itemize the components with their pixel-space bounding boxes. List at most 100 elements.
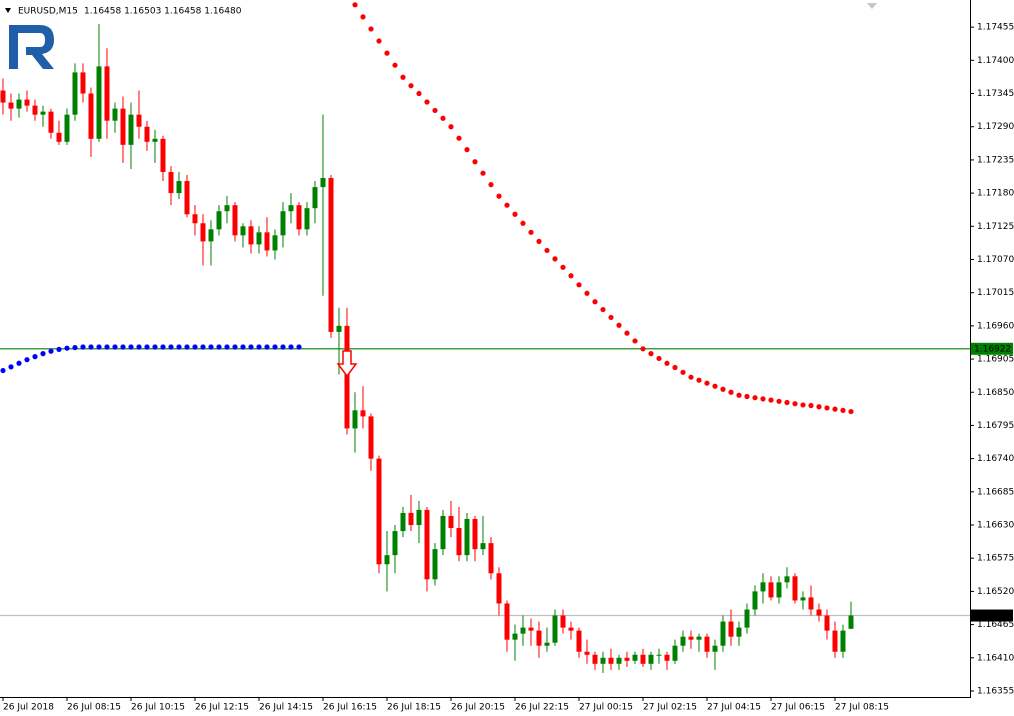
indicator-dot: [408, 83, 414, 89]
x-tick-label: 26 Jul 08:15: [67, 703, 121, 713]
indicator-dot: [248, 344, 254, 350]
indicator-dot: [56, 346, 62, 353]
indicator-dot: [848, 408, 854, 415]
candle-body: [448, 515, 454, 529]
logo: [9, 25, 54, 69]
indicator-dot: [584, 290, 590, 296]
indicator-dot: [80, 344, 86, 350]
indicator-dot: [824, 405, 830, 411]
x-tick-label: 26 Jul 14:15: [259, 703, 313, 713]
candle-body: [704, 636, 710, 652]
indicator-dot: [632, 338, 638, 344]
indicator-dot: [224, 344, 230, 350]
candle-body: [840, 630, 846, 652]
candle-body: [184, 181, 190, 215]
candle-body: [64, 114, 70, 142]
candle-body: [472, 518, 478, 550]
indicator-dot: [432, 107, 438, 114]
indicator-dot: [664, 360, 670, 366]
candle-body: [304, 208, 310, 230]
indicator-dot: [720, 386, 726, 392]
candle-body: [56, 132, 62, 142]
price-level-label: 1.16922: [974, 344, 1011, 354]
menu-triangle[interactable]: [5, 8, 11, 13]
candle-body: [112, 108, 118, 121]
indicator-dot: [128, 344, 134, 350]
logo-bowl: [18, 25, 54, 69]
indicator-dot: [232, 344, 238, 350]
candle-body: [440, 515, 446, 550]
indicator-dot: [536, 238, 542, 244]
indicator-dot: [144, 344, 150, 350]
candle-body: [152, 138, 158, 142]
shift-marker: [867, 3, 877, 9]
candle-body: [656, 654, 662, 656]
candle-body: [368, 416, 374, 459]
candle-body: [48, 111, 54, 133]
candle-body: [584, 651, 590, 655]
candle-body: [16, 99, 22, 109]
y-tick-label: 1.16960: [977, 321, 1014, 331]
candle-body: [88, 93, 94, 139]
candle-body: [0, 90, 6, 103]
indicator-dot: [760, 396, 766, 402]
indicator-dot: [416, 90, 422, 97]
indicator-dot: [72, 344, 78, 351]
indicator-dot: [592, 299, 598, 305]
candle-body: [136, 114, 142, 127]
indicator-dot: [520, 220, 526, 226]
price-level-label: 1.16480: [974, 611, 1011, 621]
candle-body: [480, 543, 486, 550]
y-tick-label: 1.17345: [977, 89, 1014, 99]
indicator-dot: [88, 344, 94, 350]
candle-body: [592, 654, 598, 664]
indicator-dot: [192, 344, 198, 350]
candle-body: [456, 528, 462, 556]
indicator-dot: [736, 392, 742, 398]
indicator-dot: [64, 345, 70, 351]
logo-stem: [9, 25, 18, 69]
candle-body: [544, 642, 550, 646]
indicator-dot: [624, 330, 630, 336]
candle-body: [400, 512, 406, 532]
indicator-dot: [528, 229, 534, 235]
indicator-dot: [0, 367, 6, 374]
y-tick-label: 1.16410: [977, 653, 1014, 663]
indicator-dot: [40, 351, 46, 357]
indicator-dot: [800, 402, 806, 408]
candle-body: [504, 603, 510, 640]
candle-body: [768, 582, 774, 598]
indicator-dot: [456, 135, 462, 141]
candle-body: [800, 597, 806, 601]
candle-body: [280, 211, 286, 236]
indicator-dot: [608, 314, 614, 321]
indicator-dot: [480, 170, 486, 176]
indicator-dot: [728, 389, 734, 395]
indicator-dot: [120, 344, 126, 350]
candle-body: [744, 609, 750, 628]
y-tick-label: 1.17290: [977, 122, 1014, 132]
indicator-dot: [840, 407, 846, 413]
candle-body: [432, 549, 438, 580]
indicator-dot: [160, 344, 166, 350]
price-level-box: [971, 342, 1013, 355]
indicator-dot: [272, 344, 278, 350]
x-tick-label: 27 Jul 02:15: [643, 703, 697, 713]
indicator-dot: [32, 354, 38, 360]
candle-body: [848, 615, 854, 629]
indicator-dot: [784, 399, 790, 406]
indicator-dot: [640, 346, 646, 352]
indicator-dot: [600, 306, 606, 313]
indicator-dot: [208, 344, 214, 350]
candle-body: [608, 657, 614, 664]
candle-body: [40, 111, 46, 115]
indicator-dot: [504, 202, 510, 208]
candle-body: [760, 582, 766, 592]
indicator-dot: [368, 26, 374, 32]
y-tick-label: 1.16905: [977, 355, 1014, 365]
indicator-dot: [8, 364, 14, 370]
y-tick-label: 1.17180: [977, 189, 1014, 199]
indicator-dot: [552, 256, 558, 262]
